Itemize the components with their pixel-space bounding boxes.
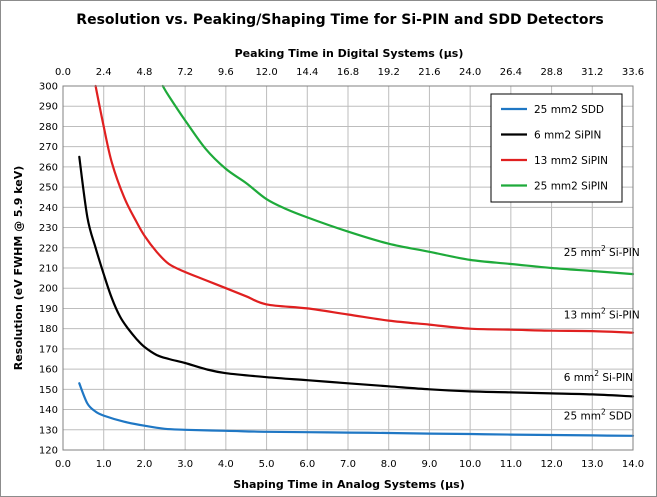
x2-tick-label: 33.6 (622, 67, 644, 78)
curve-annotation: 13 mm2 Si-PIN (564, 307, 640, 322)
tick-labels: 120 130 140 150 160 170 180 190 200 210 220 230 240 2… (39, 67, 644, 470)
x-tick-label: 5.0 (259, 459, 275, 470)
legend-entry: 6 mm2 SiPIN (534, 130, 601, 142)
y-tick-label: 290 (39, 102, 58, 113)
y-tick-label: 230 (39, 223, 58, 234)
y-tick-label: 160 (39, 365, 58, 376)
y-tick-label: 300 (39, 82, 58, 93)
y-tick-label: 240 (39, 203, 58, 214)
x-tick-label: 9.0 (421, 459, 437, 470)
x-tick-label: 3.0 (177, 459, 193, 470)
x2-tick-label: 21.6 (418, 67, 440, 78)
legend-entry: 13 mm2 SiPIN (534, 155, 608, 167)
x-tick-label: 8.0 (381, 459, 397, 470)
x-tick-label: 7.0 (340, 459, 356, 470)
y-tick-label: 260 (39, 162, 58, 173)
series-line-0 (78, 382, 635, 437)
x2-tick-label: 0.0 (55, 67, 71, 78)
x2-tick-label: 4.8 (136, 67, 152, 78)
legend-box (490, 93, 623, 203)
x-tick-label: 6.0 (299, 459, 315, 470)
y-axis-title: Resolution (eV FWHM @ 5.9 keV) (12, 166, 25, 371)
x2-tick-label: 26.4 (500, 67, 522, 78)
x-tick-label: 11.0 (500, 459, 522, 470)
plot-border (62, 85, 634, 451)
y-tick-label: 140 (39, 405, 58, 416)
x2-tick-label: 2.4 (96, 67, 112, 78)
bottom-axis-title: Shaping Time in Analog Systems (µs) (233, 478, 465, 491)
y-tick-label: 270 (39, 142, 58, 153)
x2-tick-label: 19.2 (378, 67, 400, 78)
x2-tick-label: 9.6 (218, 67, 234, 78)
series-line-3 (161, 84, 635, 276)
x2-tick-label: 31.2 (581, 67, 603, 78)
x-tick-label: 14.0 (622, 459, 644, 470)
chart-title: Resolution vs. Peaking/Shaping Time for … (76, 12, 603, 28)
y-tick-label: 280 (39, 122, 58, 133)
legend-entry: 25 mm2 SiPIN (534, 181, 608, 193)
top-axis-title: Peaking Time in Digital Systems (µs) (235, 47, 464, 60)
x-tick-label: 2.0 (136, 459, 152, 470)
y-tick-label: 120 (39, 446, 58, 457)
y-tick-label: 210 (39, 264, 58, 275)
y-tick-label: 180 (39, 324, 58, 335)
x2-tick-label: 16.8 (337, 67, 359, 78)
x-tick-label: 1.0 (96, 459, 112, 470)
curve-annotation: 6 mm2 Si-PIN (564, 369, 633, 384)
y-tick-label: 170 (39, 344, 58, 355)
y-tick-label: 220 (39, 243, 58, 254)
curve-annotation: 25 mm2 SDD (564, 408, 632, 423)
x2-tick-label: 28.8 (540, 67, 562, 78)
y-tick-label: 130 (39, 425, 58, 436)
y-tick-label: 150 (39, 385, 58, 396)
x2-tick-label: 24.0 (459, 67, 481, 78)
series-lines (78, 84, 635, 437)
legend-entry: 25 mm2 SDD (534, 104, 604, 116)
series-line-2 (94, 84, 635, 334)
curve-annotation: 25 mm2 Si-PIN (564, 244, 640, 259)
annotations: 25 mm2 Si-PIN 13 mm2 Si-PIN 6 mm2 Si-PIN 25… (564, 244, 640, 423)
x2-tick-label: 14.4 (296, 67, 318, 78)
x-tick-label: 4.0 (218, 459, 234, 470)
y-tick-label: 250 (39, 183, 58, 194)
x2-tick-label: 12.0 (255, 67, 277, 78)
x-tick-label: 12.0 (540, 459, 562, 470)
x-tick-label: 10.0 (459, 459, 481, 470)
y-tick-label: 190 (39, 304, 58, 315)
x2-tick-label: 7.2 (177, 67, 193, 78)
x-tick-label: 0.0 (55, 459, 71, 470)
series-line-1 (78, 155, 635, 398)
legend: 25 mm2 SDD 6 mm2 SiPIN 13 mm2 SiPIN 25 mm2 … (490, 93, 623, 203)
x-tick-label: 13.0 (581, 459, 603, 470)
y-tick-label: 200 (39, 284, 58, 295)
